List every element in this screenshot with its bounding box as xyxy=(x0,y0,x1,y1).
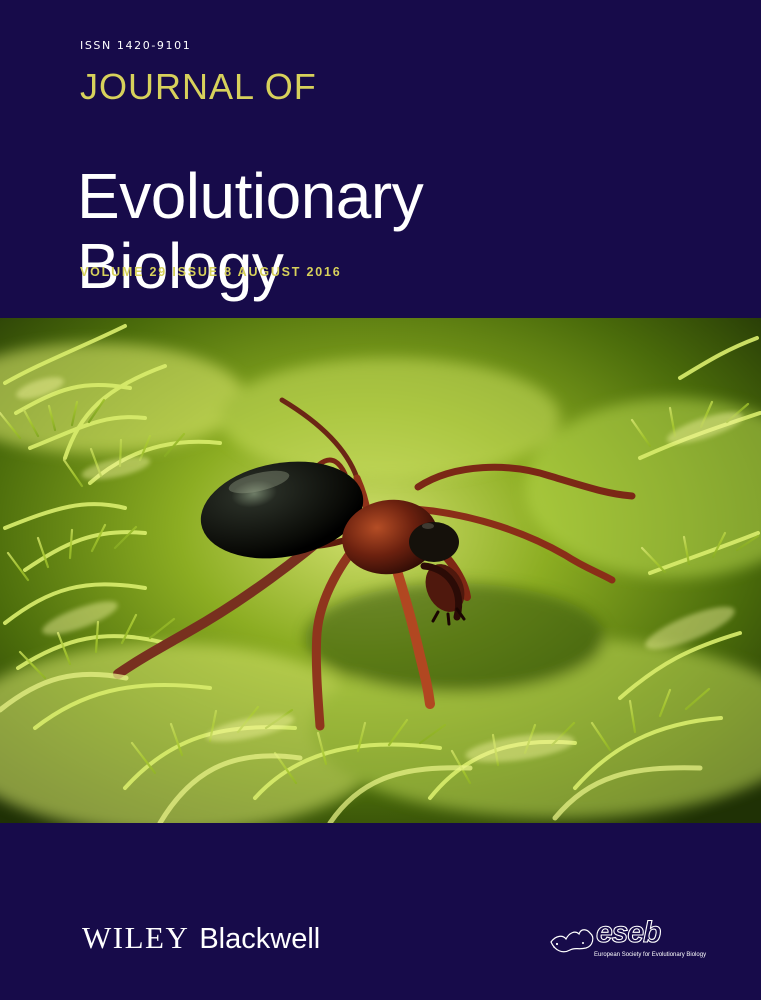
journal-kicker: JOURNAL OF xyxy=(80,66,317,107)
europe-map-icon xyxy=(550,929,594,953)
journal-title: Evolutionary Biology xyxy=(77,159,424,302)
blackwell-wordmark: Blackwell xyxy=(199,923,321,955)
spider xyxy=(113,397,636,731)
publisher-logo: WILEY Blackwell xyxy=(82,922,320,954)
cover-photo xyxy=(0,318,761,823)
eseb-full-name: European Society for Evolutionary Biolog… xyxy=(594,952,707,958)
issn-label: ISSN 1420-9101 xyxy=(80,39,192,52)
issue-line: VOLUME 29 ISSUE 8 AUGUST 2016 xyxy=(80,265,342,279)
eseb-logo: eseb European Society for Evolutionary B… xyxy=(548,914,708,964)
wiley-wordmark: WILEY xyxy=(82,920,190,955)
eseb-wordmark: eseb xyxy=(595,916,662,949)
moss-spider-photo xyxy=(0,318,761,823)
